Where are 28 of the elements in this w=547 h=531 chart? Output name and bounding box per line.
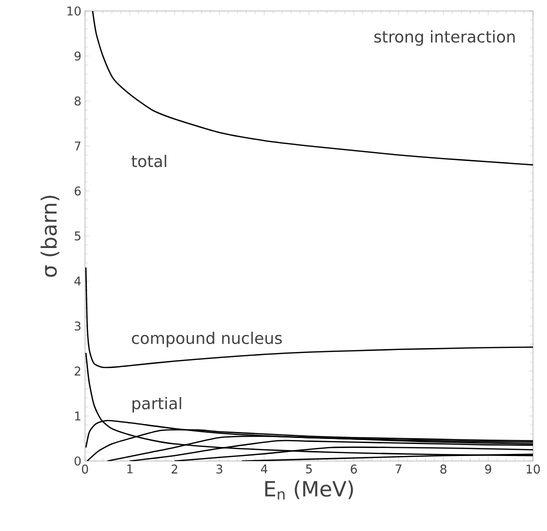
- y-tick-label: 9: [74, 51, 81, 61]
- y-tick-label: 2: [74, 366, 80, 376]
- annotation: strong interaction: [374, 30, 515, 46]
- y-axis-title: σ (barn): [40, 196, 60, 277]
- x-axis-title: E$_{n}$ (MeV): [265, 480, 353, 500]
- x-tick-label: 6: [350, 464, 357, 474]
- x-tick-label: 8: [440, 464, 446, 474]
- y-tick-label: 10: [68, 6, 81, 16]
- x-tick-label: 4: [260, 464, 268, 474]
- annotation: total: [132, 154, 166, 168]
- x-tick-label: 0: [82, 464, 88, 474]
- x-tick-label: 1: [127, 464, 133, 474]
- x-tick-label: 10: [526, 464, 540, 474]
- y-tick-label: 4: [74, 276, 81, 286]
- y-tick-label: 0: [74, 456, 81, 466]
- x-tick-label: 9: [485, 464, 492, 474]
- y-tick-label: 3: [74, 321, 80, 331]
- y-tick-label: 8: [74, 96, 81, 106]
- annotation: partial: [132, 396, 182, 412]
- x-tick-label: 7: [396, 464, 402, 474]
- y-tick-label: 5: [74, 232, 80, 240]
- y-tick-label: 7: [74, 142, 80, 150]
- x-tick-label: 5: [306, 464, 312, 474]
- x-tick-label: 3: [216, 464, 222, 474]
- annotation: compound nucleus: [132, 332, 282, 348]
- y-tick-label: 6: [74, 186, 81, 196]
- y-tick-label: 1: [75, 412, 80, 420]
- x-tick-label: 2: [172, 464, 178, 474]
